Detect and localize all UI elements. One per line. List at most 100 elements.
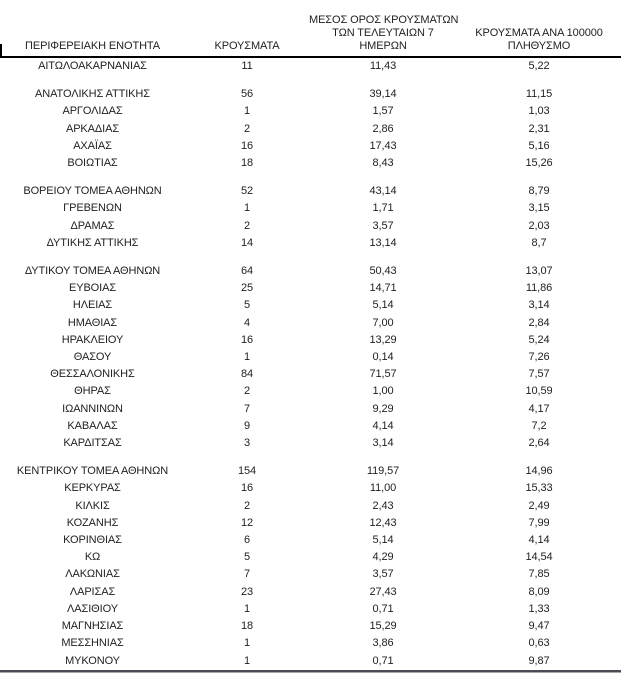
- cases-cell: 23: [240, 585, 254, 598]
- avg7-cell: 3,57: [372, 568, 394, 581]
- table-row: ΔΥΤΙΚΗΣ ΑΤΤΙΚΗΣ 14 13,14 8,7: [0, 235, 621, 252]
- avg7-cell: 12,43: [369, 516, 397, 529]
- per100k-cell: 0,63: [528, 637, 550, 650]
- region-cell: ΑΡΚΑΔΙΑΣ: [65, 122, 120, 135]
- region-cell: ΑΝΑΤΟΛΙΚΗΣ ΑΤΤΙΚΗΣ: [35, 88, 150, 101]
- per100k-cell: 2,03: [528, 219, 550, 232]
- cases-cell: 52: [240, 185, 254, 198]
- region-cell: ΑΙΤΩΛΟΑΚΑΡΝΑΝΙΑΣ: [38, 60, 147, 72]
- region-cell: ΔΥΤΙΚΟΥ ΤΟΜΕΑ ΑΘΗΝΩΝ: [24, 265, 161, 278]
- per100k-cell: 2,31: [528, 122, 550, 135]
- cases-cell: 1: [243, 105, 251, 118]
- table-bottom-rule: [0, 670, 621, 673]
- table-row: ΘΗΡΑΣ 2 1,00 10,59: [0, 383, 621, 400]
- table-row: ΗΛΕΙΑΣ 5 5,14 3,14: [0, 297, 621, 314]
- avg7-cell: 3,57: [372, 219, 394, 232]
- region-cell: ΗΛΕΙΑΣ: [72, 299, 113, 312]
- col-header-per100k-line1: ΚΡΟΥΣΜΑΤΑ ΑΝΑ 100000: [475, 27, 603, 39]
- per100k-cell: 8,79: [528, 185, 550, 198]
- per100k-cell: 2,84: [528, 316, 550, 329]
- per100k-cell: 14,96: [525, 465, 553, 478]
- cases-cell: 12: [240, 516, 254, 529]
- region-cell: ΚΙΛΚΙΣ: [75, 499, 110, 512]
- cases-cell: 25: [240, 282, 254, 295]
- per100k-cell: 8,7: [531, 236, 547, 249]
- per100k-cell: 2,49: [528, 499, 550, 512]
- table-row: ΚΑΡΔΙΤΣΑΣ 3 3,14 2,64: [0, 435, 621, 452]
- group-spacer-row: [0, 452, 621, 463]
- cases-cell: 1: [243, 654, 251, 667]
- avg7-cell: 5,14: [372, 534, 394, 547]
- cases-cell: 2: [243, 219, 251, 232]
- cases-cell: 6: [243, 534, 251, 547]
- avg7-cell: 0,71: [372, 654, 394, 667]
- table-row: ΘΕΣΣΑΛΟΝΙΚΗΣ 84 71,57 7,57: [0, 366, 621, 383]
- avg7-cell: 13,14: [369, 236, 397, 249]
- table-row: ΓΡΕΒΕΝΩΝ 1 1,71 3,15: [0, 200, 621, 217]
- avg7-cell: 71,57: [369, 368, 397, 381]
- avg7-cell: 1,71: [372, 202, 394, 215]
- col-header-cases: ΚΡΟΥΣΜΑΤΑ: [185, 0, 309, 58]
- col-header-cases-label: ΚΡΟΥΣΜΑΤΑ: [214, 40, 280, 52]
- table-row: ΚΙΛΚΙΣ 2 2,43 2,49: [0, 498, 621, 515]
- group-spacer-row: [0, 252, 621, 263]
- avg7-cell: 5,14: [372, 299, 394, 312]
- table-row: ΛΑΡΙΣΑΣ 23 27,43 8,09: [0, 584, 621, 601]
- cases-cell: 18: [240, 157, 254, 170]
- cases-cell: 1: [243, 637, 251, 650]
- col-header-region-label: ΠΕΡΙΦΕΡΕΙΑΚΗ ΕΝΟΤΗΤΑ: [25, 40, 160, 52]
- table-row: ΗΜΑΘΙΑΣ 4 7,00 2,84: [0, 315, 621, 332]
- region-cell: ΚΕΝΤΡΙΚΟΥ ΤΟΜΕΑ ΑΘΗΝΩΝ: [16, 465, 169, 478]
- table-row: ΒΟΡΕΙΟΥ ΤΟΜΕΑ ΑΘΗΝΩΝ 52 43,14 8,79: [0, 183, 621, 200]
- region-cell: ΒΟΡΕΙΟΥ ΤΟΜΕΑ ΑΘΗΝΩΝ: [23, 185, 162, 198]
- region-cell: ΚΟΖΑΝΗΣ: [66, 516, 119, 529]
- per100k-cell: 14,54: [525, 551, 553, 564]
- cases-cell: 11: [241, 60, 253, 72]
- col-header-per100k-line2: ΠΛΗΘΥΣΜΟ: [507, 40, 571, 52]
- table-row: ΑΡΓΟΛΙΔΑΣ 1 1,57 1,03: [0, 103, 621, 120]
- cases-cell: 84: [240, 368, 254, 381]
- per100k-cell: 7,99: [528, 516, 550, 529]
- col-header-per100k: ΚΡΟΥΣΜΑΤΑ ΑΝΑ 100000 ΠΛΗΘΥΣΜΟ: [457, 0, 621, 58]
- cases-cell: 5: [243, 551, 251, 564]
- table-row: ΒΟΙΩΤΙΑΣ 18 8,43 15,26: [0, 155, 621, 172]
- region-cell: ΕΥΒΟΙΑΣ: [68, 282, 117, 295]
- table-row: ΚΑΒΑΛΑΣ 9 4,14 7,2: [0, 418, 621, 435]
- per100k-cell: 9,47: [528, 620, 550, 633]
- col-header-avg7-line3: ΗΜΕΡΩΝ: [359, 40, 407, 52]
- region-cell: ΗΡΑΚΛΕΙΟΥ: [61, 333, 124, 346]
- region-cell: ΛΑΡΙΣΑΣ: [69, 585, 116, 598]
- col-header-avg7: ΜΕΣΟΣ ΟΡΟΣ ΚΡΟΥΣΜΑΤΩΝ ΤΩΝ ΤΕΛΕΥΤΑΙΩΝ 7 Η…: [309, 0, 458, 58]
- table-row: ΕΥΒΟΙΑΣ 25 14,71 11,86: [0, 280, 621, 297]
- table-row: ΚΟΖΑΝΗΣ 12 12,43 7,99: [0, 515, 621, 532]
- avg7-cell: 1,57: [372, 105, 394, 118]
- avg7-cell: 4,14: [372, 419, 394, 432]
- region-cell: ΜΕΣΣΗΝΙΑΣ: [61, 637, 124, 650]
- avg7-cell: 43,14: [369, 185, 397, 198]
- cases-cell: 1: [243, 602, 251, 615]
- avg7-cell: 1,00: [372, 385, 394, 398]
- region-cell: ΓΡΕΒΕΝΩΝ: [63, 202, 122, 215]
- per100k-cell: 1,03: [528, 105, 550, 118]
- avg7-cell: 2,86: [372, 122, 394, 135]
- col-header-avg7-line2: ΤΩΝ ΤΕΛΕΥΤΑΙΩΝ 7: [332, 27, 434, 39]
- per100k-cell: 3,15: [528, 202, 550, 215]
- region-cell: ΗΜΑΘΙΑΣ: [67, 316, 118, 329]
- avg7-cell: 119,57: [366, 465, 400, 478]
- avg7-cell: 9,29: [372, 402, 394, 415]
- cases-cell: 3: [243, 437, 251, 450]
- per100k-cell: 11,15: [525, 88, 553, 101]
- per100k-cell: 2,64: [528, 437, 550, 450]
- cases-cell: 1: [243, 202, 251, 215]
- per100k-cell: 15,26: [525, 157, 553, 170]
- cases-cell: 2: [243, 122, 251, 135]
- table-row: ΛΑΚΩΝΙΑΣ 7 3,57 7,85: [0, 566, 621, 583]
- table-row: ΘΑΣΟΥ 1 0,14 7,26: [0, 349, 621, 366]
- table-row: ΙΩΑΝΝΙΝΩΝ 7 9,29 4,17: [0, 401, 621, 418]
- region-cell: ΛΑΚΩΝΙΑΣ: [65, 568, 120, 581]
- avg7-cell: 14,71: [369, 282, 397, 295]
- per100k-cell: 15,33: [525, 482, 553, 495]
- avg7-cell: 15,29: [369, 620, 397, 633]
